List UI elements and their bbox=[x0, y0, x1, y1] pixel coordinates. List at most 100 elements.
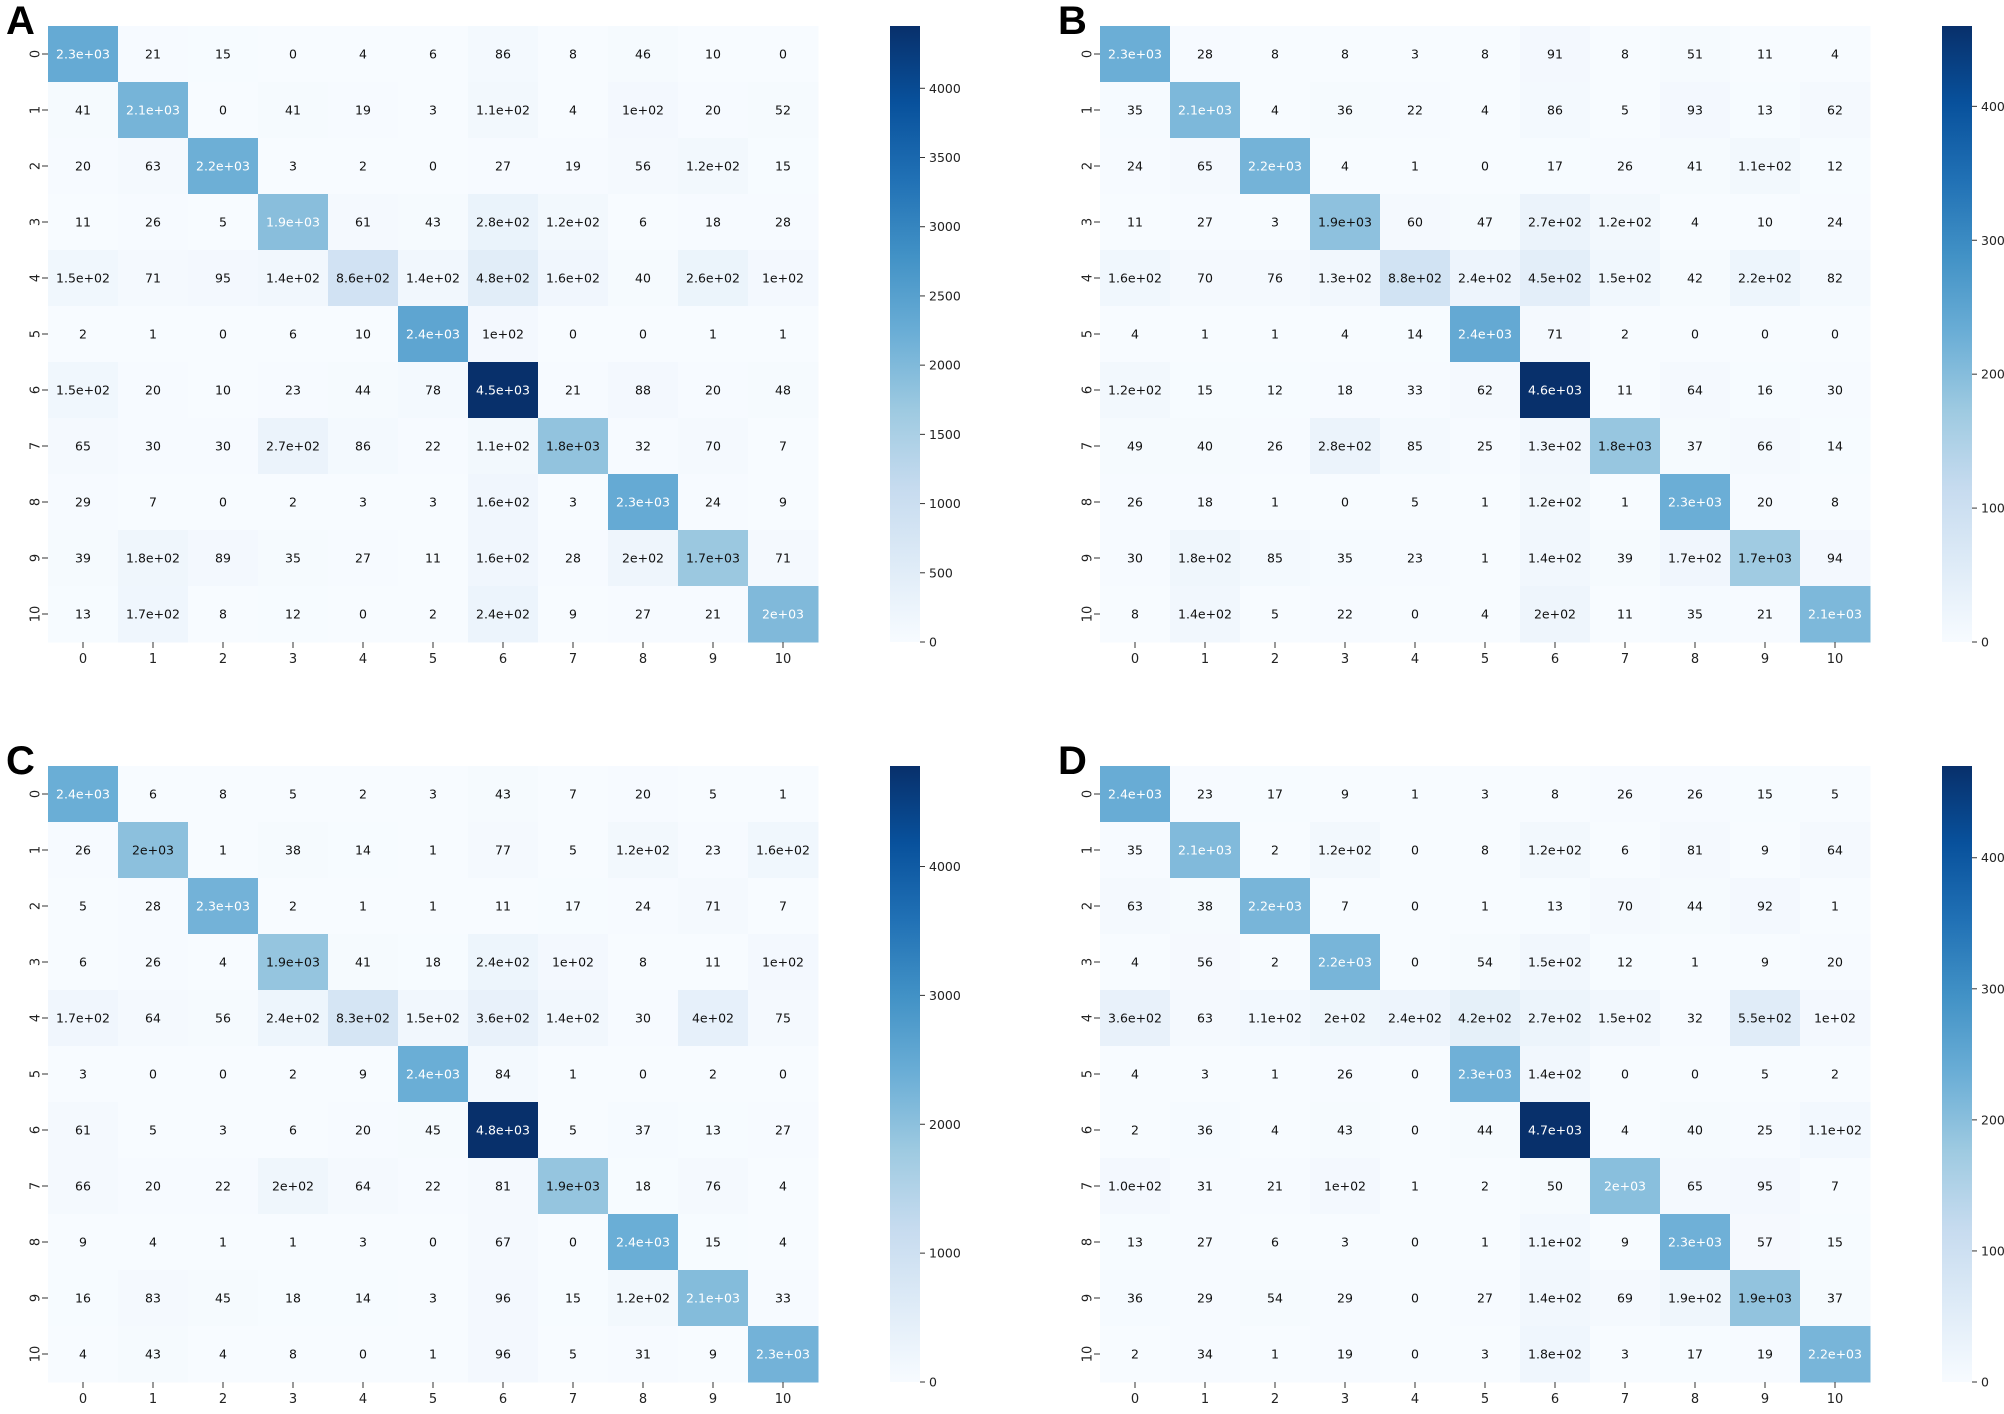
x-tick-label: 7 bbox=[569, 652, 577, 667]
heatmap-cell bbox=[1100, 766, 1171, 823]
cell-value: 4.5e+03 bbox=[476, 383, 530, 398]
y-tick-label: 1 bbox=[1081, 846, 1096, 854]
cell-value: 64 bbox=[355, 1179, 371, 1194]
heatmap-cell bbox=[398, 138, 469, 195]
colorbar-tick-label: 4000 bbox=[929, 859, 961, 874]
heatmap-cell bbox=[468, 1270, 539, 1327]
cell-value: 3 bbox=[79, 1067, 87, 1082]
cell-value: 0 bbox=[149, 1067, 157, 1082]
heatmap-cell bbox=[188, 26, 259, 83]
cell-value: 44 bbox=[1687, 899, 1703, 914]
colorbar-tick-label: 1500 bbox=[929, 427, 961, 442]
cell-value: 1.2e+02 bbox=[1598, 215, 1652, 230]
y-tick-label: 2 bbox=[29, 162, 44, 170]
cell-value: 3 bbox=[429, 495, 437, 510]
cell-value: 2.3e+03 bbox=[1668, 495, 1722, 510]
panel-label: D bbox=[1058, 739, 1087, 783]
cell-value: 5 bbox=[289, 787, 297, 802]
colorbar-tick-label: 2000 bbox=[1981, 1112, 2004, 1127]
x-tick-label: 6 bbox=[1551, 652, 1559, 667]
heatmap-cell bbox=[188, 766, 259, 823]
heatmap-cell bbox=[1240, 306, 1311, 363]
heatmap-cell bbox=[538, 1270, 609, 1327]
heatmap-cell bbox=[1800, 194, 1871, 251]
heatmap-cell bbox=[398, 474, 469, 531]
cell-value: 1 bbox=[1691, 955, 1699, 970]
cell-value: 86 bbox=[355, 439, 371, 454]
cell-value: 45 bbox=[215, 1291, 231, 1306]
cell-value: 1.2e+02 bbox=[546, 215, 600, 230]
cell-value: 1.8e+03 bbox=[546, 439, 600, 454]
cell-value: 0 bbox=[569, 1235, 577, 1250]
heatmap-cell bbox=[1730, 82, 1801, 139]
cell-value: 12 bbox=[1267, 383, 1283, 398]
heatmap-cell bbox=[468, 990, 539, 1047]
cell-value: 2.4e+02 bbox=[1458, 271, 1512, 286]
cell-value: 1.8e+02 bbox=[1178, 551, 1232, 566]
cell-value: 13 bbox=[1127, 1235, 1143, 1250]
heatmap-cell bbox=[1730, 138, 1801, 195]
cell-value: 4 bbox=[1131, 327, 1139, 342]
heatmap-cell bbox=[1240, 934, 1311, 991]
heatmap-cell bbox=[538, 990, 609, 1047]
y-tick-label: 9 bbox=[1081, 1294, 1096, 1302]
cell-value: 10 bbox=[705, 47, 721, 62]
cell-value: 86 bbox=[1547, 103, 1563, 118]
cell-value: 26 bbox=[75, 843, 91, 858]
colorbar-tick-label: 1000 bbox=[1981, 1243, 2004, 1258]
cell-value: 1 bbox=[219, 1235, 227, 1250]
colorbar bbox=[890, 766, 920, 1382]
heatmap-cell bbox=[1240, 1214, 1311, 1271]
cell-value: 0 bbox=[1411, 899, 1419, 914]
heatmap-cell bbox=[1450, 26, 1521, 83]
heatmap-cell bbox=[608, 1270, 679, 1327]
heatmap-cell bbox=[1380, 250, 1451, 307]
heatmap-cell bbox=[1660, 138, 1731, 195]
cell-value: 2.3e+03 bbox=[616, 495, 670, 510]
cell-value: 1.4e+02 bbox=[266, 271, 320, 286]
heatmap-cell bbox=[1240, 362, 1311, 419]
heatmap-cell bbox=[118, 822, 189, 879]
cell-value: 49 bbox=[1127, 439, 1143, 454]
heatmap-cell bbox=[608, 1158, 679, 1215]
heatmap-cell bbox=[188, 362, 259, 419]
cell-value: 6 bbox=[289, 327, 297, 342]
heatmap-cell bbox=[1660, 1158, 1731, 1215]
colorbar bbox=[1942, 26, 1972, 642]
heatmap-cell bbox=[678, 822, 749, 879]
y-tick-label: 2 bbox=[1081, 162, 1096, 170]
cell-value: 6 bbox=[149, 787, 157, 802]
cell-value: 1.6e+02 bbox=[546, 271, 600, 286]
heatmap-cell bbox=[48, 934, 119, 991]
heatmap-cell bbox=[328, 250, 399, 307]
cell-value: 14 bbox=[355, 1291, 371, 1306]
cell-value: 0 bbox=[1411, 1067, 1419, 1082]
heatmap-cell bbox=[1450, 1326, 1521, 1383]
y-tick-label: 0 bbox=[1081, 50, 1096, 58]
cell-value: 71 bbox=[145, 271, 161, 286]
heatmap-cell bbox=[1100, 822, 1171, 879]
cell-value: 1.9e+03 bbox=[1318, 215, 1372, 230]
cell-value: 43 bbox=[1337, 1123, 1353, 1138]
heatmap-cell bbox=[1450, 1270, 1521, 1327]
cell-value: 75 bbox=[775, 1011, 791, 1026]
heatmap-cell bbox=[1100, 306, 1171, 363]
heatmap-cell bbox=[1520, 138, 1591, 195]
heatmap-cell bbox=[1730, 934, 1801, 991]
cell-value: 3 bbox=[1481, 787, 1489, 802]
cell-value: 71 bbox=[1547, 327, 1563, 342]
heatmap-cell bbox=[1380, 934, 1451, 991]
cell-value: 1.4e+02 bbox=[546, 1011, 600, 1026]
cell-value: 0 bbox=[1691, 1067, 1699, 1082]
cell-value: 4 bbox=[1341, 327, 1349, 342]
heatmap-cell bbox=[188, 194, 259, 251]
cell-value: 0 bbox=[1411, 955, 1419, 970]
cell-value: 40 bbox=[1687, 1123, 1703, 1138]
cell-value: 0 bbox=[1411, 1123, 1419, 1138]
cell-value: 6 bbox=[289, 1123, 297, 1138]
cell-value: 44 bbox=[1477, 1123, 1493, 1138]
cell-value: 41 bbox=[355, 955, 371, 970]
heatmap-cell bbox=[258, 1046, 329, 1103]
heatmap-cell bbox=[1590, 1270, 1661, 1327]
cell-value: 1.2e+02 bbox=[686, 159, 740, 174]
